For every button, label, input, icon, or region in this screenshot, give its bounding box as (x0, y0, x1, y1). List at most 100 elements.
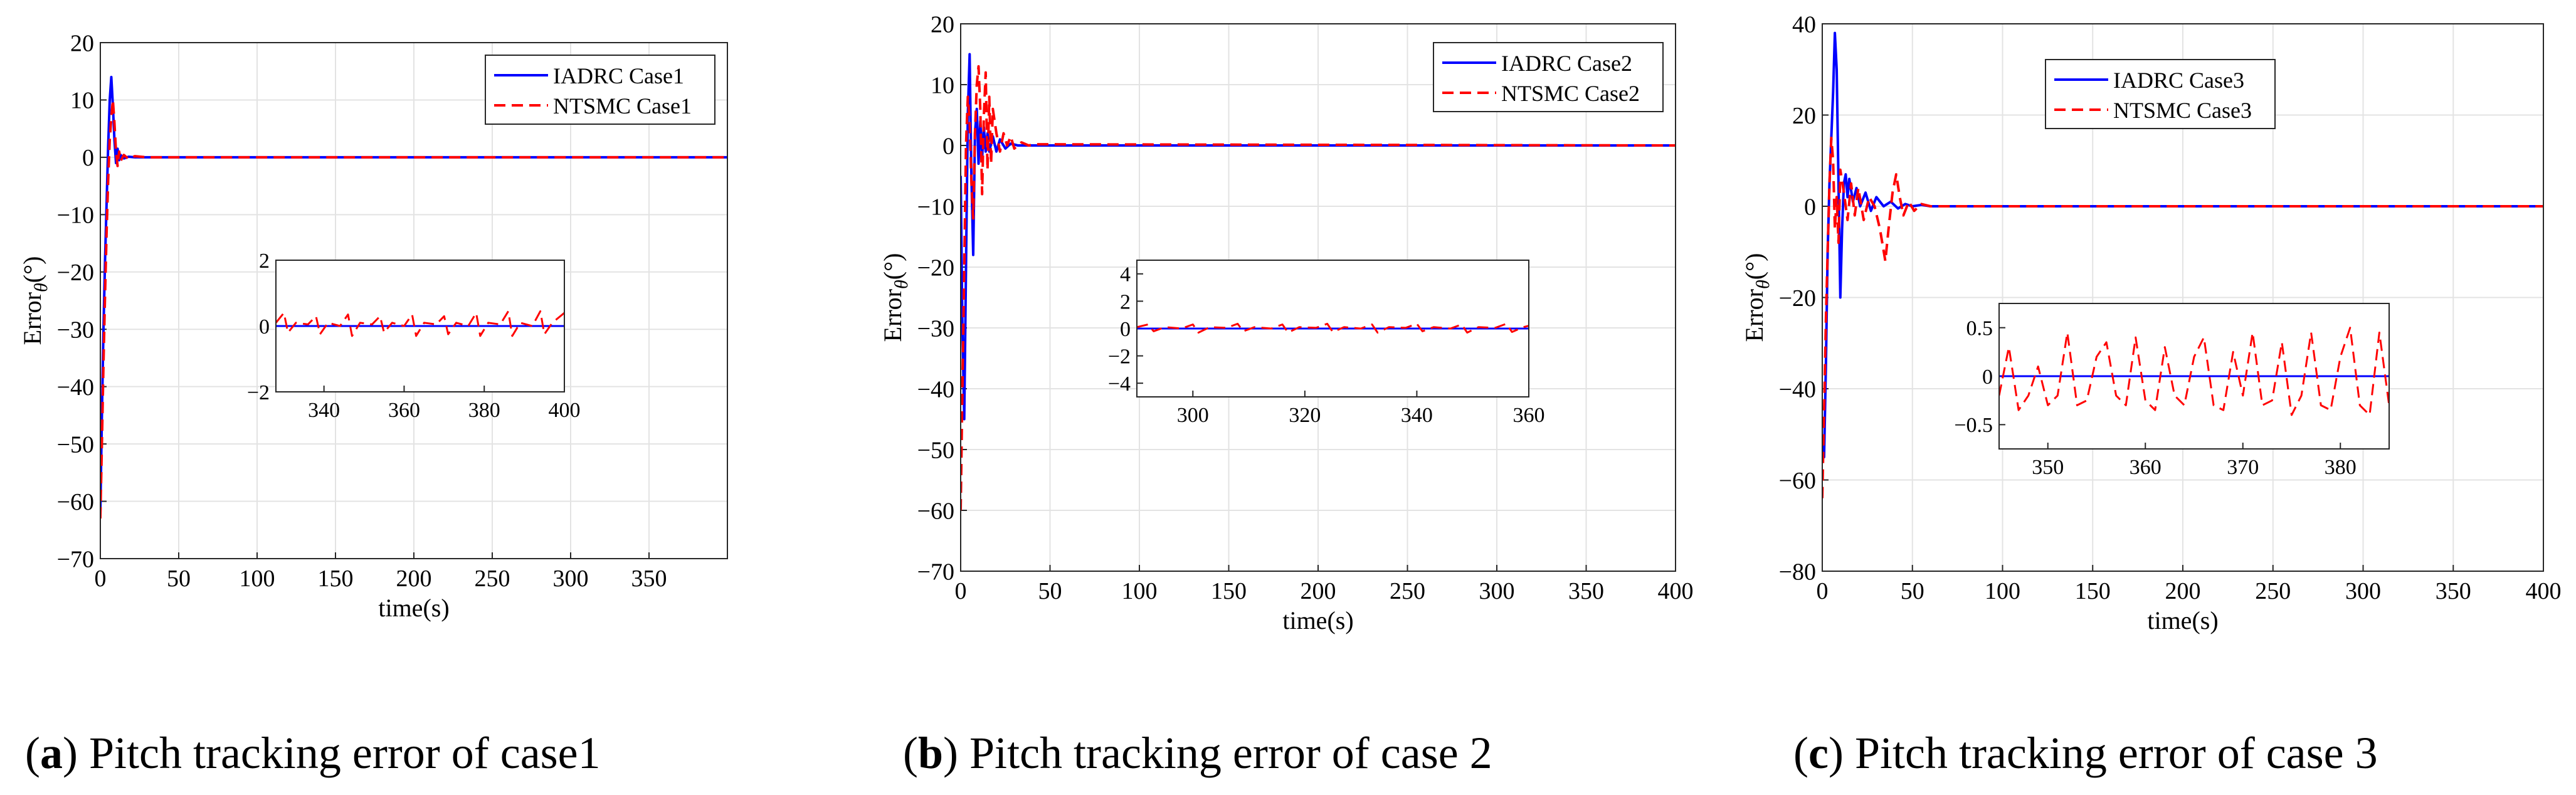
main-x-tick-label: 350 (631, 566, 667, 592)
main-x-tick-label: 400 (1658, 578, 1694, 604)
main-x-tick-label: 150 (1211, 578, 1247, 604)
inset-y-tick-label: 0 (1982, 366, 1993, 389)
inset-series-ntsmc-line (1999, 327, 2389, 416)
inset-y-tick-label: −2 (1108, 345, 1131, 369)
main-x-tick-label: 300 (1479, 578, 1515, 604)
main-x-tick-label: 0 (95, 566, 107, 592)
inset-x-tick-label: 380 (468, 399, 500, 422)
y-axis-label-main: Error (18, 292, 46, 345)
inset-x-tick-label: 350 (2032, 456, 2064, 479)
main-y-tick-label: −50 (917, 437, 954, 463)
y-axis-label-subscript: θ (1753, 280, 1773, 289)
inset-x-tick-label: 300 (1177, 404, 1209, 427)
y-axis-label-unit: (°) (1740, 253, 1768, 280)
x-axis-label: time(s) (2147, 606, 2218, 634)
legend-label-iadrc: IADRC Case1 (553, 63, 684, 88)
legend-label-ntsmc: NTSMC Case3 (2113, 98, 2252, 123)
main-y-tick-label: −30 (57, 317, 94, 344)
main-x-tick-label: 100 (1122, 578, 1158, 604)
main-x-tick-label: 150 (318, 566, 354, 592)
chart-b: 0 50 100 150 200 250 300 350 400−70−60−50−40−30−… (879, 11, 1694, 634)
main-y-tick-label: −60 (57, 489, 94, 515)
main-y-tick-label: 20 (1792, 103, 1816, 129)
main-x-tick-label: 300 (2345, 578, 2381, 604)
y-axis-label-unit: (°) (18, 256, 46, 283)
caption-b: (b) Pitch tracking error of case 2 (903, 728, 1492, 778)
legend-box (2045, 59, 2276, 129)
inset-y-tick-label: 0 (259, 315, 270, 339)
main-y-tick-label: −80 (1779, 559, 1816, 585)
main-y-tick-label: −30 (917, 315, 954, 342)
main-y-tick-label: 0 (942, 133, 954, 159)
main-x-tick-label: 0 (1817, 578, 1829, 604)
main-y-tick-label: 0 (82, 145, 94, 171)
inset-plot-frame (1998, 303, 2390, 450)
main-series-ntsmc-line (100, 98, 727, 519)
main-y-tick-label: 20 (70, 30, 94, 56)
main-plot-frame (100, 42, 728, 559)
main-x-tick-label: 200 (396, 566, 432, 592)
main-series-ntsmc-line (961, 65, 1676, 511)
main-x-tick-label: 200 (1301, 578, 1336, 604)
y-axis-label-subscript: θ (891, 280, 912, 289)
main-x-tick-label: 200 (2165, 578, 2201, 604)
inset-x-tick-label: 340 (1401, 404, 1433, 427)
main-series-ntsmc-line (1822, 136, 2543, 498)
legend-label-iadrc: IADRC Case3 (2113, 68, 2244, 93)
inset-zoom-chart: 340 360 380 400 −2 0 2 (247, 250, 581, 422)
main-x-tick-label: 100 (1985, 578, 2020, 604)
main-x-tick-label: 300 (553, 566, 589, 592)
inset-x-tick-label: 380 (2325, 456, 2357, 479)
main-y-tick-label: −20 (917, 255, 954, 281)
inset-zoom-chart: 350 360 370 380 −0.5 0 0.5 (1954, 303, 2390, 479)
main-y-tick-label: −40 (57, 374, 94, 401)
main-y-tick-label: −70 (917, 559, 954, 585)
main-y-tick-label: −50 (57, 431, 94, 458)
caption-a: (a) Pitch tracking error of case1 (25, 728, 601, 778)
inset-y-tick-label: −2 (247, 381, 270, 404)
inset-x-tick-label: 370 (2227, 456, 2259, 479)
inset-y-tick-label: −0.5 (1954, 414, 1993, 437)
main-x-tick-label: 250 (475, 566, 510, 592)
main-x-tick-label: 100 (240, 566, 275, 592)
main-x-tick-label: 400 (2526, 578, 2562, 604)
main-x-tick-label: 50 (167, 566, 191, 592)
inset-x-tick-label: 360 (2130, 456, 2162, 479)
chart-c: 0 50 100 150 200 250 300 350 400−80−60−40−200204… (1740, 11, 2562, 634)
inset-y-tick-label: 2 (1120, 290, 1131, 313)
y-axis-label-main: Error (879, 289, 907, 342)
main-y-tick-label: −10 (57, 203, 94, 229)
x-axis-label: time(s) (1282, 606, 1353, 634)
inset-x-tick-label: 400 (549, 399, 581, 422)
inset-x-tick-label: 360 (388, 399, 420, 422)
inset-y-tick-label: 2 (259, 250, 270, 273)
legend-box (485, 55, 715, 125)
legend-label-ntsmc: NTSMC Case2 (1501, 81, 1640, 106)
y-axis-label-unit: (°) (879, 253, 907, 280)
y-axis-label: Errorθ(°) (18, 256, 51, 345)
main-y-tick-label: 20 (931, 11, 954, 38)
y-axis-label-main: Error (1740, 289, 1768, 342)
main-y-tick-label: −20 (57, 260, 94, 286)
inset-x-tick-label: 320 (1289, 404, 1321, 427)
main-plot-frame (960, 23, 1676, 572)
main-y-tick-label: −40 (1779, 376, 1816, 403)
inset-series-ntsmc-line (276, 310, 564, 337)
main-plot-frame (1822, 23, 2544, 572)
y-axis-label: Errorθ(°) (879, 253, 912, 342)
main-y-tick-label: 10 (70, 88, 94, 114)
inset-y-tick-label: 0.5 (1966, 317, 1993, 340)
main-x-tick-label: 0 (955, 578, 967, 604)
main-y-tick-label: −20 (1779, 285, 1816, 312)
legend-box (1433, 42, 1664, 112)
inset-zoom-chart: 300 320 340 360 −4 −2 0 2 4 (1108, 260, 1545, 427)
inset-y-tick-label: 0 (1120, 318, 1131, 341)
inset-series-ntsmc-line (1137, 322, 1529, 334)
main-y-tick-label: 40 (1792, 11, 1816, 38)
inset-x-tick-label: 360 (1513, 404, 1545, 427)
y-axis-label: Errorθ(°) (1740, 253, 1773, 342)
main-x-tick-label: 50 (1901, 578, 1924, 604)
inset-y-tick-label: −4 (1108, 372, 1131, 396)
main-y-tick-label: −60 (917, 498, 954, 524)
